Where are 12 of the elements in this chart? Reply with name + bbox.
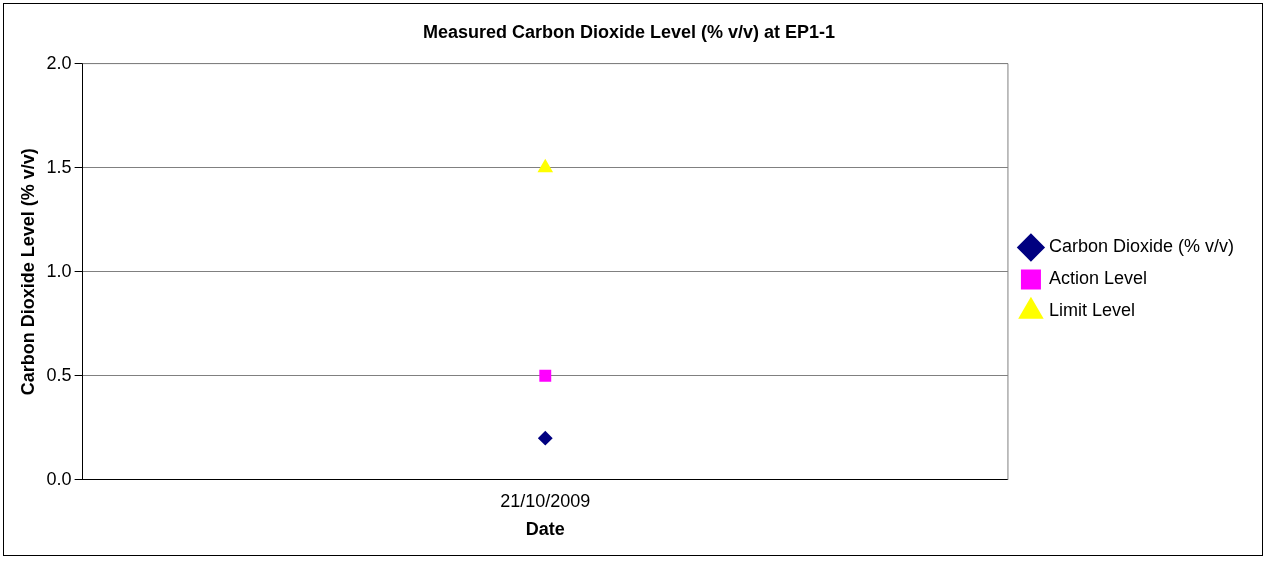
y-tick-label: 0.0	[46, 468, 72, 489]
chart-title: Measured Carbon Dioxide Level (% v/v) at EP1-1	[422, 21, 836, 42]
x-tick-label: 21/10/2009	[500, 490, 591, 511]
legend-label: Carbon Dioxide (% v/v)	[1048, 236, 1234, 257]
y-axis-title: Carbon Dioxide Level (% v/v)	[17, 148, 38, 396]
x-axis-title: Date	[525, 519, 565, 540]
y-tick-label: 1.5	[46, 156, 72, 177]
legend-label: Action Level	[1048, 268, 1147, 289]
y-tick-label: 2.0	[46, 52, 72, 73]
y-tick-label: 0.5	[46, 364, 72, 385]
legend-label: Limit Level	[1048, 300, 1135, 321]
y-tick-label: 1.0	[46, 260, 72, 281]
